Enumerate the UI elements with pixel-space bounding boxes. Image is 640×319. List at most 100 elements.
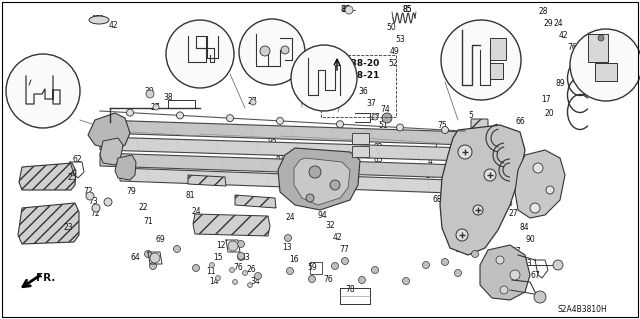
- Text: S2A4B3810H: S2A4B3810H: [557, 306, 607, 315]
- Text: 86: 86: [341, 5, 351, 14]
- Text: 42: 42: [427, 182, 437, 191]
- Text: 13: 13: [282, 243, 292, 253]
- Text: 86: 86: [340, 4, 350, 13]
- Text: 65: 65: [489, 160, 499, 169]
- Text: 15: 15: [213, 254, 223, 263]
- Text: 53: 53: [395, 35, 405, 44]
- Text: 71: 71: [143, 218, 153, 226]
- Text: 64: 64: [130, 254, 140, 263]
- Text: 30: 30: [394, 132, 404, 142]
- FancyBboxPatch shape: [490, 38, 506, 60]
- Text: 90: 90: [525, 235, 535, 244]
- Text: 24: 24: [425, 170, 435, 180]
- Text: 39: 39: [439, 209, 449, 218]
- Text: 58: 58: [176, 172, 186, 181]
- Circle shape: [306, 194, 314, 202]
- Circle shape: [484, 169, 496, 181]
- Polygon shape: [278, 148, 360, 210]
- Text: 54: 54: [302, 78, 312, 87]
- Circle shape: [510, 270, 520, 280]
- Polygon shape: [235, 195, 276, 208]
- Text: 45: 45: [297, 174, 307, 182]
- Polygon shape: [100, 120, 468, 145]
- Text: 75: 75: [437, 121, 447, 130]
- Circle shape: [486, 263, 493, 271]
- Polygon shape: [440, 125, 525, 255]
- Text: 2: 2: [433, 144, 437, 152]
- Text: 43: 43: [471, 41, 481, 50]
- Circle shape: [250, 99, 256, 105]
- Text: 26: 26: [246, 264, 256, 273]
- Text: 95: 95: [267, 137, 277, 145]
- Text: 25: 25: [67, 174, 77, 182]
- Circle shape: [598, 35, 604, 41]
- Circle shape: [358, 277, 365, 284]
- Circle shape: [397, 124, 403, 131]
- Polygon shape: [19, 163, 76, 190]
- Text: 91: 91: [118, 160, 128, 169]
- Text: 32: 32: [325, 221, 335, 231]
- Circle shape: [553, 260, 563, 270]
- Text: 6: 6: [481, 136, 486, 145]
- Text: 1: 1: [447, 221, 451, 231]
- Text: 27: 27: [247, 98, 257, 107]
- Circle shape: [456, 229, 468, 241]
- Circle shape: [372, 114, 378, 120]
- Text: 27: 27: [328, 75, 338, 84]
- Circle shape: [332, 263, 339, 270]
- Text: 70: 70: [283, 144, 293, 152]
- Text: 60: 60: [104, 138, 114, 147]
- Text: 51: 51: [378, 122, 388, 130]
- Circle shape: [330, 84, 336, 90]
- Bar: [321, 55, 396, 117]
- Text: 80: 80: [295, 69, 305, 78]
- Text: 72: 72: [90, 210, 100, 219]
- Circle shape: [227, 115, 234, 122]
- FancyBboxPatch shape: [497, 146, 509, 176]
- Text: 3: 3: [454, 234, 458, 242]
- Text: 24: 24: [204, 224, 214, 233]
- Text: 84: 84: [519, 222, 529, 232]
- Text: 5: 5: [468, 110, 474, 120]
- Circle shape: [255, 272, 262, 279]
- Text: 47: 47: [11, 93, 21, 101]
- Text: 89: 89: [555, 79, 565, 88]
- Text: 24: 24: [285, 213, 295, 222]
- Text: 42: 42: [22, 69, 32, 78]
- Text: 48: 48: [191, 27, 201, 36]
- Text: 95: 95: [275, 130, 285, 138]
- Text: 14: 14: [209, 278, 219, 286]
- Circle shape: [442, 258, 449, 265]
- Text: 81: 81: [275, 152, 285, 161]
- Circle shape: [285, 234, 291, 241]
- Text: 96: 96: [91, 14, 101, 24]
- Text: 66: 66: [493, 173, 503, 182]
- Circle shape: [127, 109, 134, 116]
- Text: 27: 27: [508, 210, 518, 219]
- Polygon shape: [100, 153, 460, 178]
- Text: 29: 29: [543, 19, 553, 28]
- Polygon shape: [100, 138, 123, 165]
- Text: 23: 23: [63, 224, 73, 233]
- Polygon shape: [18, 203, 79, 244]
- Text: 78: 78: [345, 285, 355, 293]
- Circle shape: [216, 276, 221, 280]
- Circle shape: [337, 121, 344, 128]
- Circle shape: [442, 126, 449, 133]
- Circle shape: [454, 270, 461, 277]
- Text: B-38-20: B-38-20: [340, 58, 380, 68]
- Circle shape: [260, 46, 270, 56]
- Text: 94: 94: [317, 211, 327, 219]
- Text: 11: 11: [206, 266, 216, 276]
- Text: 20: 20: [544, 108, 554, 117]
- Text: 35: 35: [333, 95, 343, 105]
- Text: 28: 28: [538, 8, 548, 17]
- Text: 69: 69: [155, 234, 165, 243]
- Text: 27: 27: [370, 113, 380, 122]
- Circle shape: [243, 271, 248, 276]
- Text: 42: 42: [108, 20, 118, 29]
- Circle shape: [146, 90, 154, 98]
- FancyBboxPatch shape: [490, 63, 503, 79]
- Circle shape: [473, 205, 483, 215]
- Text: 79: 79: [126, 188, 136, 197]
